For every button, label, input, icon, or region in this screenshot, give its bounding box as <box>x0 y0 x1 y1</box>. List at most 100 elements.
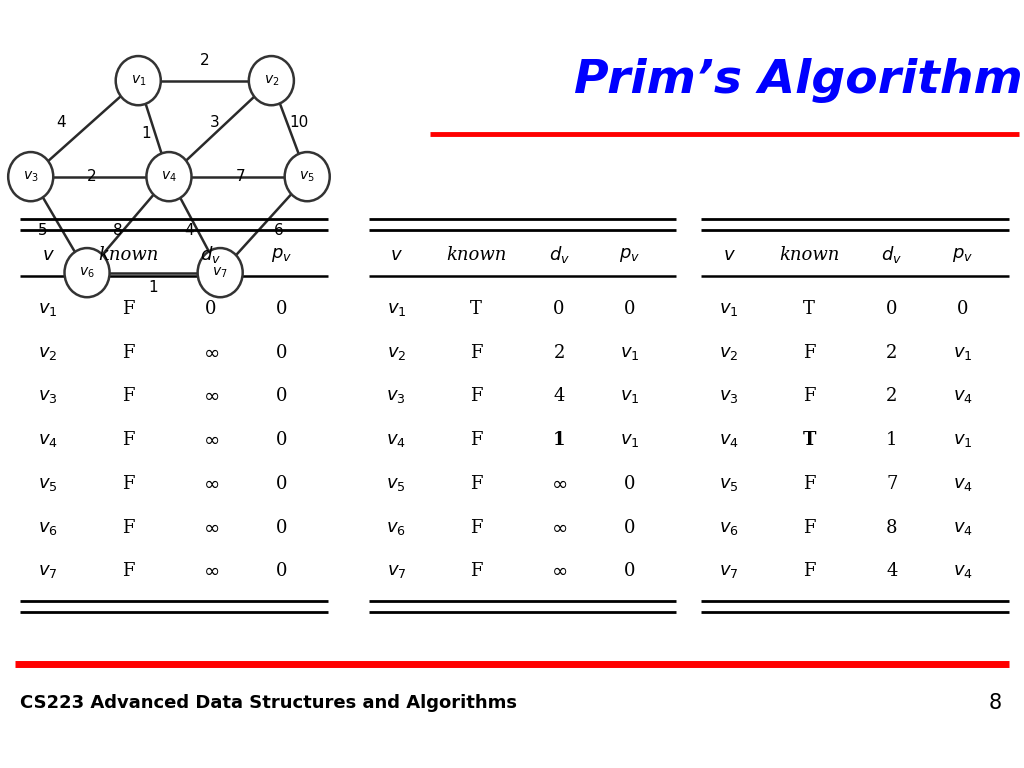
Text: 0: 0 <box>275 475 288 493</box>
Text: F: F <box>803 343 815 362</box>
Text: $v_6$: $v_6$ <box>38 518 58 537</box>
Text: $v_1$: $v_1$ <box>719 300 739 318</box>
Text: $\infty$: $\infty$ <box>203 431 219 449</box>
Text: $v_4$: $v_4$ <box>952 562 973 581</box>
Ellipse shape <box>198 248 243 297</box>
Text: 2: 2 <box>886 343 898 362</box>
Text: $v_5$: $v_5$ <box>386 475 407 493</box>
Text: $v_3$: $v_3$ <box>386 387 407 406</box>
Text: $v_1$: $v_1$ <box>620 431 640 449</box>
Text: 0: 0 <box>275 562 288 581</box>
Text: F: F <box>122 562 134 581</box>
Text: F: F <box>803 518 815 537</box>
Text: F: F <box>803 387 815 406</box>
Text: F: F <box>803 562 815 581</box>
Text: $v_7$: $v_7$ <box>38 562 58 581</box>
Text: $v_1$: $v_1$ <box>130 74 146 88</box>
Text: F: F <box>122 518 134 537</box>
Text: $v_2$: $v_2$ <box>720 343 738 362</box>
Text: $v_5$: $v_5$ <box>719 475 739 493</box>
Text: F: F <box>470 562 482 581</box>
Text: 8: 8 <box>113 223 123 238</box>
Text: 0: 0 <box>624 300 636 318</box>
Text: $v_1$: $v_1$ <box>620 343 640 362</box>
Text: $v$: $v$ <box>723 246 735 264</box>
Text: 0: 0 <box>275 431 288 449</box>
Text: $\infty$: $\infty$ <box>551 475 567 493</box>
Text: 8: 8 <box>886 518 898 537</box>
Text: 1: 1 <box>141 126 152 141</box>
Text: $p_v$: $p_v$ <box>271 246 292 264</box>
Text: $v_7$: $v_7$ <box>386 562 407 581</box>
Text: 1: 1 <box>148 280 159 296</box>
Text: F: F <box>122 475 134 493</box>
Text: F: F <box>470 518 482 537</box>
Text: known: known <box>446 246 506 264</box>
Ellipse shape <box>65 248 110 297</box>
Text: $v_3$: $v_3$ <box>38 387 58 406</box>
Text: 2: 2 <box>200 53 210 68</box>
Text: $\infty$: $\infty$ <box>203 343 219 362</box>
Text: 4: 4 <box>553 387 565 406</box>
Text: 0: 0 <box>275 387 288 406</box>
Text: $v_4$: $v_4$ <box>38 431 58 449</box>
Text: T: T <box>802 431 816 449</box>
Text: 0: 0 <box>624 518 636 537</box>
Text: CS223 Advanced Data Structures and Algorithms: CS223 Advanced Data Structures and Algor… <box>20 694 517 712</box>
Ellipse shape <box>116 56 161 105</box>
Text: 7: 7 <box>886 475 898 493</box>
Text: $d_v$: $d_v$ <box>549 244 569 266</box>
Text: $d_v$: $d_v$ <box>201 244 221 266</box>
Text: $v$: $v$ <box>390 246 402 264</box>
Text: 2: 2 <box>553 343 565 362</box>
Text: F: F <box>122 431 134 449</box>
Text: $v_6$: $v_6$ <box>719 518 739 537</box>
Text: 8: 8 <box>988 693 1001 713</box>
Text: $v_3$: $v_3$ <box>23 170 39 184</box>
Text: F: F <box>122 343 134 362</box>
Text: 0: 0 <box>624 475 636 493</box>
Text: $v_4$: $v_4$ <box>952 475 973 493</box>
Text: known: known <box>779 246 839 264</box>
Text: 0: 0 <box>275 518 288 537</box>
Text: $v_2$: $v_2$ <box>39 343 57 362</box>
Text: F: F <box>470 475 482 493</box>
Text: F: F <box>122 300 134 318</box>
Text: 6: 6 <box>273 223 284 238</box>
Text: 0: 0 <box>956 300 969 318</box>
Text: 1: 1 <box>886 431 898 449</box>
Text: $\infty$: $\infty$ <box>203 562 219 581</box>
Text: $v_1$: $v_1$ <box>952 431 973 449</box>
Text: F: F <box>470 387 482 406</box>
Text: $v_1$: $v_1$ <box>620 387 640 406</box>
Text: 0: 0 <box>205 300 217 318</box>
Text: $p_v$: $p_v$ <box>952 246 973 264</box>
Text: $v_4$: $v_4$ <box>952 518 973 537</box>
Text: $v$: $v$ <box>42 246 54 264</box>
Text: 10: 10 <box>290 115 308 131</box>
Text: $v_4$: $v_4$ <box>719 431 739 449</box>
Text: 5: 5 <box>38 223 48 238</box>
Text: F: F <box>803 475 815 493</box>
Ellipse shape <box>146 152 191 201</box>
Text: $v_5$: $v_5$ <box>299 170 315 184</box>
Text: $\infty$: $\infty$ <box>203 475 219 493</box>
Text: $v_7$: $v_7$ <box>212 266 228 280</box>
Text: $v_1$: $v_1$ <box>386 300 407 318</box>
Text: $v_6$: $v_6$ <box>79 266 95 280</box>
Text: $v_4$: $v_4$ <box>161 170 177 184</box>
Text: Prim’s Algorithm: Prim’s Algorithm <box>574 58 1023 103</box>
Text: $v_4$: $v_4$ <box>386 431 407 449</box>
Ellipse shape <box>249 56 294 105</box>
Text: 0: 0 <box>624 562 636 581</box>
Text: $\infty$: $\infty$ <box>203 518 219 537</box>
Text: $v_3$: $v_3$ <box>719 387 739 406</box>
Text: 4: 4 <box>886 562 898 581</box>
Text: T: T <box>470 300 482 318</box>
Text: 2: 2 <box>886 387 898 406</box>
Text: 0: 0 <box>553 300 565 318</box>
Text: F: F <box>470 343 482 362</box>
Text: $v_2$: $v_2$ <box>263 74 280 88</box>
Text: 4: 4 <box>184 223 195 238</box>
Text: $v_1$: $v_1$ <box>952 343 973 362</box>
